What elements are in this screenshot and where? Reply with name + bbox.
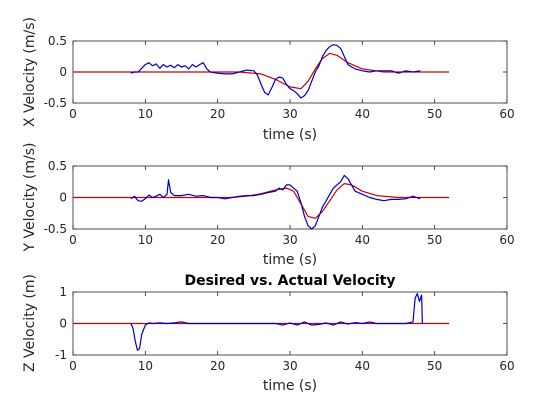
y-tick-label: 0 <box>59 317 67 331</box>
x-tick-label: 50 <box>427 233 442 247</box>
x-tick-label: 20 <box>210 107 225 121</box>
desired-series-line <box>73 52 450 90</box>
y-tick-label: 0.5 <box>48 34 67 48</box>
x-tick-label: 20 <box>210 233 225 247</box>
x-tick-label: 50 <box>427 359 442 373</box>
x-tick-label: 40 <box>355 359 370 373</box>
x-tick-label: 0 <box>69 359 77 373</box>
x-tick-label: 10 <box>138 359 153 373</box>
x-tick-label: 60 <box>499 233 514 247</box>
x-tick-label: 30 <box>282 233 297 247</box>
x-tick-label: 40 <box>355 233 370 247</box>
plot-area: 0 10 20 30 40 50 60-101 <box>55 285 515 373</box>
actual-series-line <box>130 44 421 99</box>
subplot-y-velocity: time (s) Y Velocity (m/s) 0 10 20 30 40 50 60 -… <box>22 143 515 268</box>
x-tick-label: 0 <box>69 233 77 247</box>
x-tick-label: 30 <box>282 359 297 373</box>
x-tick-label: 50 <box>427 107 442 121</box>
subplot-z-velocity: Desired vs. Actual Velocity time (s) Z V… <box>22 273 515 394</box>
plot-area: 0 10 20 30 40 50 60-0.500.5 <box>44 34 515 121</box>
y-tick-label: 1 <box>59 285 67 299</box>
x-tick-label: 40 <box>355 107 370 121</box>
x-tick-label: 20 <box>210 359 225 373</box>
plot-area: 0 10 20 30 40 50 60-0.500.5 <box>44 159 515 247</box>
x-tick-label: 0 <box>69 107 77 121</box>
y-tick-label: 0 <box>59 191 67 205</box>
x-tick-label: 60 <box>499 359 514 373</box>
subplot-x-velocity: time (s) X Velocity (m/s) 0 10 20 30 40 50 60 -… <box>22 17 515 143</box>
y-tick-label: -0.5 <box>44 222 67 236</box>
x-tick-label: 30 <box>282 107 297 121</box>
x-tick-label: 60 <box>499 107 514 121</box>
y-tick-label: -0.5 <box>44 96 67 110</box>
x-axis-label: time (s) <box>263 127 317 143</box>
x-tick-label: 10 <box>138 233 153 247</box>
actual-series-line <box>130 174 421 230</box>
y-tick-label: 0 <box>59 65 67 79</box>
chart-title: Desired vs. Actual Velocity <box>184 273 395 289</box>
y-tick-label: 0.5 <box>48 159 67 173</box>
y-tick-label: -1 <box>55 348 67 362</box>
x-axis-label: time (s) <box>263 252 317 268</box>
y-axis-label: X Velocity (m/s) <box>22 17 38 127</box>
x-tick-label: 10 <box>138 107 153 121</box>
actual-series-line <box>130 293 423 351</box>
x-axis-label: time (s) <box>263 378 317 394</box>
y-axis-label: Z Velocity (m) <box>22 274 38 372</box>
y-axis-label: Y Velocity (m/s) <box>22 143 38 253</box>
